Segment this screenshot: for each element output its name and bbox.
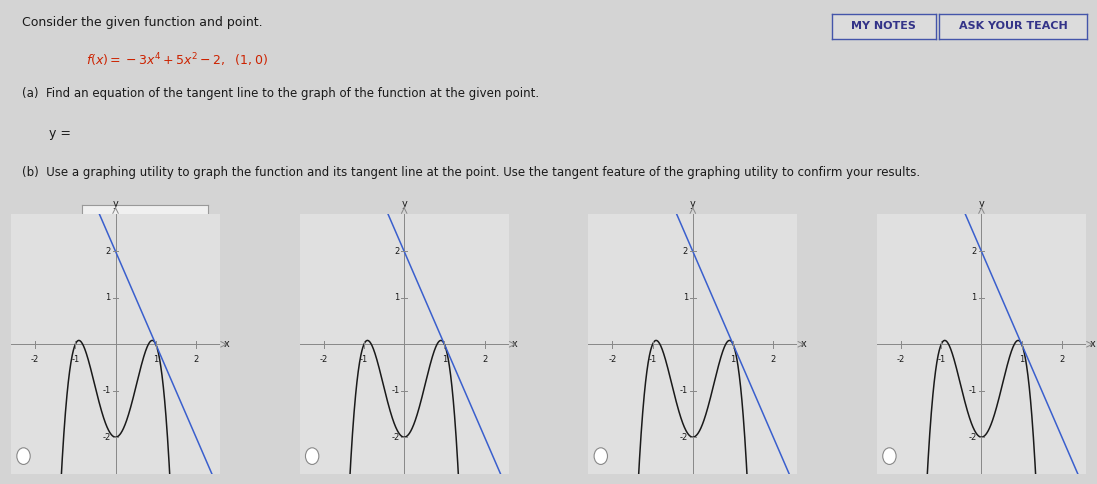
Text: -1: -1	[71, 354, 79, 363]
Text: 1: 1	[731, 354, 736, 363]
Text: -1: -1	[680, 386, 688, 395]
Text: -2: -2	[102, 433, 111, 442]
Circle shape	[883, 448, 896, 465]
Text: 2: 2	[105, 247, 111, 256]
Text: $f(x) = -3x^4 + 5x^2 - 2,$  $(1, 0)$: $f(x) = -3x^4 + 5x^2 - 2,$ $(1, 0)$	[87, 51, 268, 69]
Text: x: x	[801, 339, 806, 349]
Text: x: x	[224, 339, 229, 349]
Text: y: y	[979, 198, 984, 209]
Text: x: x	[1089, 339, 1095, 349]
Text: 1: 1	[682, 293, 688, 302]
Text: -1: -1	[392, 386, 399, 395]
Text: 1: 1	[971, 293, 976, 302]
Text: -1: -1	[102, 386, 111, 395]
Text: y: y	[113, 198, 118, 209]
Text: -1: -1	[937, 354, 946, 363]
Text: 2: 2	[193, 354, 199, 363]
Text: 1: 1	[154, 354, 158, 363]
Text: y: y	[402, 198, 407, 209]
Text: 2: 2	[1060, 354, 1064, 363]
Text: 1: 1	[394, 293, 399, 302]
Circle shape	[595, 448, 608, 465]
Circle shape	[305, 448, 319, 465]
Text: 2: 2	[682, 247, 688, 256]
Text: 1: 1	[105, 293, 111, 302]
Text: MY NOTES: MY NOTES	[851, 21, 916, 31]
Text: -2: -2	[680, 433, 688, 442]
Text: -2: -2	[31, 354, 39, 363]
Text: -2: -2	[969, 433, 976, 442]
Text: ASK YOUR TEACH: ASK YOUR TEACH	[959, 21, 1067, 31]
Text: 1: 1	[442, 354, 448, 363]
Text: -2: -2	[897, 354, 905, 363]
Text: -1: -1	[969, 386, 976, 395]
Text: x: x	[512, 339, 518, 349]
Text: -2: -2	[608, 354, 617, 363]
Text: y: y	[690, 198, 695, 209]
Text: (b)  Use a graphing utility to graph the function and its tangent line at the po: (b) Use a graphing utility to graph the …	[22, 166, 920, 179]
Text: y =: y =	[48, 127, 70, 140]
Text: 2: 2	[971, 247, 976, 256]
Circle shape	[16, 448, 31, 465]
Text: 2: 2	[770, 354, 776, 363]
Text: 2: 2	[394, 247, 399, 256]
Text: 2: 2	[482, 354, 487, 363]
Text: -2: -2	[392, 433, 399, 442]
Text: -1: -1	[648, 354, 657, 363]
Text: -2: -2	[319, 354, 328, 363]
Text: Consider the given function and point.: Consider the given function and point.	[22, 16, 262, 30]
Text: 1: 1	[1019, 354, 1025, 363]
Text: (a)  Find an equation of the tangent line to the graph of the function at the gi: (a) Find an equation of the tangent line…	[22, 87, 539, 100]
Text: -1: -1	[360, 354, 369, 363]
